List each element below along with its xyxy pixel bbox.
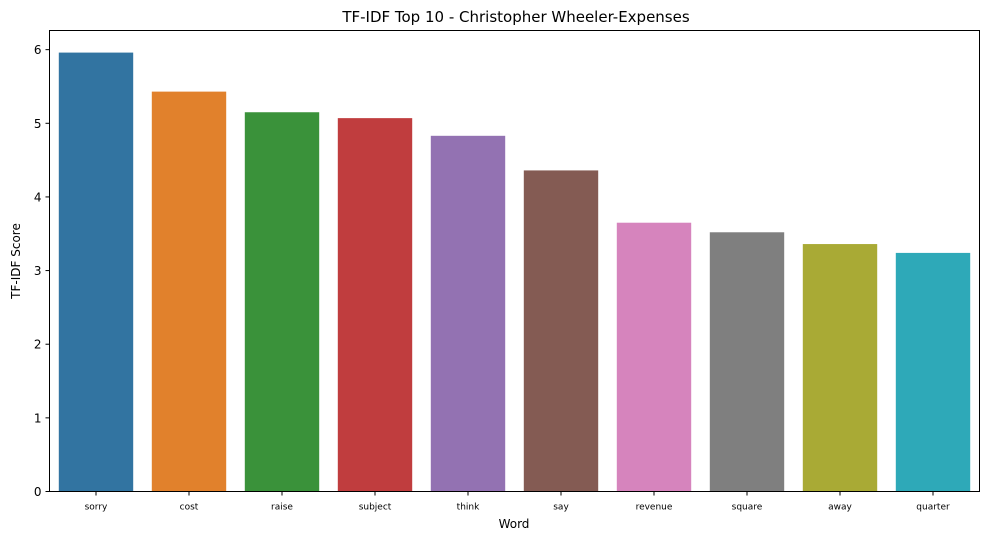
x-tick-label: say [553,503,569,513]
x-tick-label: think [457,503,480,513]
bar-say [523,170,599,492]
y-tick-label: 6 [34,43,42,57]
x-tick-label: quarter [916,503,950,513]
x-tick-label: sorry [85,503,108,513]
x-tick-label: cost [180,503,199,513]
x-tick-label: revenue [636,503,673,513]
bar-square [709,232,785,492]
y-tick-label: 1 [34,411,42,425]
bar-quarter [895,252,971,492]
bar-cost [151,91,227,492]
y-tick-label: 2 [34,338,42,352]
bar-raise [244,112,320,492]
chart-title: TF-IDF Top 10 - Christopher Wheeler-Expe… [341,8,690,26]
x-axis: sorry cost raise subject think say revenue squa… [85,491,950,513]
bar-revenue [616,222,692,492]
x-tick-label: raise [271,503,293,513]
bars-layer [58,52,971,492]
y-axis-label: TF-IDF Score [9,223,23,300]
bar-subject [337,118,413,492]
x-tick-label: away [828,503,852,513]
y-tick-label: 3 [34,264,42,278]
y-axis: 0 1 2 3 4 5 6 [34,43,50,499]
x-tick-label: subject [359,503,392,513]
bar-away [802,244,878,492]
y-tick-label: 5 [34,117,42,131]
x-axis-label: Word [499,517,530,531]
bar-sorry [58,52,134,492]
bar-think [430,135,506,492]
y-tick-label: 0 [34,485,42,499]
y-tick-label: 4 [34,190,42,204]
x-tick-label: square [732,503,763,513]
plot-frame [49,30,980,492]
